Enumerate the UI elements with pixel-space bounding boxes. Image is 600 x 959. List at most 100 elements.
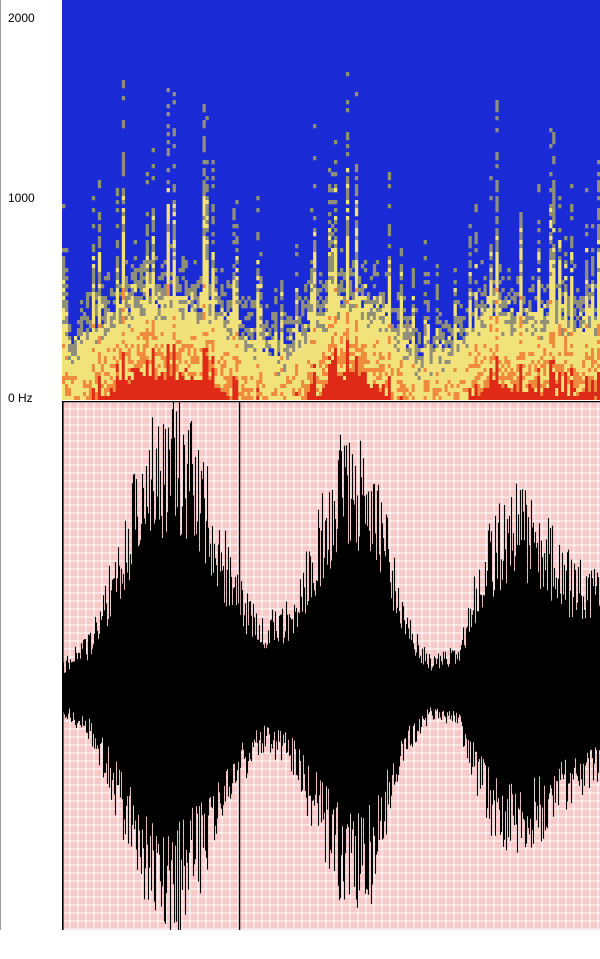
spectrogram-cell — [357, 364, 362, 369]
spectrogram-cell — [106, 276, 111, 281]
spectrogram-cell — [79, 344, 84, 349]
spectrogram-cell — [375, 316, 380, 321]
spectrogram-cell — [501, 348, 505, 353]
spectrogram-cell — [121, 392, 126, 397]
spectrogram-cell — [486, 352, 490, 357]
spectrogram-cell — [384, 388, 389, 393]
spectrogram-cell — [124, 308, 129, 313]
spectrogram-cell — [166, 260, 170, 265]
spectrogram-cell — [106, 272, 111, 277]
spectrogram-cell — [79, 396, 84, 400]
spectrogram-cell — [109, 392, 114, 397]
spectrogram-cell — [543, 304, 547, 309]
spectrogram-cell — [381, 292, 386, 297]
spectrogram-cell — [381, 308, 386, 313]
spectrogram-cell — [519, 336, 523, 341]
spectrogram-cell — [531, 384, 535, 389]
spectrogram-cell — [537, 248, 541, 253]
spectrogram-cell — [549, 344, 553, 349]
spectrogram-cell — [486, 372, 490, 377]
spectrogram-cell — [295, 308, 299, 313]
spectrogram-cell — [504, 396, 508, 400]
spectrogram-cell — [354, 248, 359, 253]
spectrogram-cell — [133, 296, 138, 301]
spectrogram-cell — [304, 360, 308, 365]
spectrogram-cell — [357, 368, 362, 373]
spectrogram-cell — [316, 372, 320, 377]
spectrogram-cell — [375, 396, 380, 400]
spectrogram-cell — [495, 308, 499, 313]
spectrogram-cell — [354, 360, 359, 365]
spectrogram-cell — [223, 292, 227, 297]
spectrogram-cell — [202, 356, 206, 361]
spectrogram-cell — [396, 364, 401, 369]
spectrogram-cell — [375, 356, 380, 361]
spectrogram-cell — [232, 344, 236, 349]
spectrogram-cell — [172, 300, 176, 305]
spectrogram-cell — [91, 296, 96, 301]
spectrogram-cell — [333, 228, 338, 233]
spectrogram-cell — [366, 300, 371, 305]
spectrogram-cell — [172, 264, 176, 269]
spectrogram-cell — [292, 352, 296, 357]
spectrogram-cell — [345, 216, 350, 221]
spectrogram-cell — [390, 348, 395, 353]
spectrogram-cell — [328, 272, 332, 277]
spectrogram-cell — [495, 128, 499, 133]
spectrogram-cell — [163, 352, 167, 357]
spectrogram-cell — [184, 300, 188, 305]
spectrogram-cell — [480, 300, 484, 305]
spectrogram-cell — [109, 364, 114, 369]
spectrogram-cell — [115, 244, 120, 249]
spectrogram-cell — [507, 292, 511, 297]
y-tick-2000: 2000 — [8, 11, 35, 25]
spectrogram-cell — [214, 388, 218, 393]
spectrogram-cell — [561, 372, 565, 377]
spectrogram-cell — [495, 296, 499, 301]
spectrogram-cell — [567, 392, 571, 397]
spectrogram-cell — [94, 344, 99, 349]
spectrogram-cell — [528, 320, 532, 325]
spectrogram-cell — [378, 296, 383, 301]
spectrogram-cell — [564, 316, 568, 321]
spectrogram-cell — [136, 316, 141, 321]
spectrogram-cell — [202, 296, 206, 301]
spectrogram-cell — [567, 340, 571, 345]
spectrogram-cell — [411, 308, 415, 313]
spectrogram-cell — [265, 332, 269, 337]
spectrogram-cell — [211, 208, 215, 213]
spectrogram-cell — [241, 364, 245, 369]
spectrogram-cell — [336, 308, 341, 313]
spectrogram-cell — [504, 320, 508, 325]
spectrogram-cell — [405, 356, 410, 361]
spectrogram-cell — [229, 376, 233, 381]
spectrogram-cell — [310, 208, 314, 213]
spectrogram-cell — [202, 252, 206, 257]
spectrogram-cell — [570, 332, 574, 337]
spectrogram-cell — [564, 312, 568, 317]
spectrogram-cell — [396, 352, 401, 357]
spectrogram-cell — [211, 268, 215, 273]
spectrogram-cell — [534, 352, 538, 357]
spectrogram-cell — [319, 340, 323, 345]
spectrogram-cell — [420, 392, 424, 397]
spectrogram-cell — [339, 368, 344, 373]
spectrogram-cell — [232, 240, 236, 245]
spectrogram-cell — [396, 348, 401, 353]
spectrogram-cell — [70, 368, 75, 373]
spectrogram-cell — [474, 316, 478, 321]
spectrogram-cell — [214, 348, 218, 353]
spectrogram-cell — [280, 304, 284, 309]
spectrogram-cell — [118, 356, 123, 361]
spectrogram-cell — [172, 368, 176, 373]
spectrogram-cell — [238, 300, 242, 305]
spectrogram-cell — [211, 176, 215, 181]
spectrogram-cell — [567, 336, 571, 341]
spectrogram-cell — [558, 364, 562, 369]
spectrogram-cell — [447, 392, 451, 397]
spectrogram-cell — [333, 208, 338, 213]
spectrogram-cell — [313, 348, 317, 353]
spectrogram-cell — [178, 352, 182, 357]
spectrogram-cell — [384, 396, 389, 400]
spectrogram-cell — [166, 300, 170, 305]
